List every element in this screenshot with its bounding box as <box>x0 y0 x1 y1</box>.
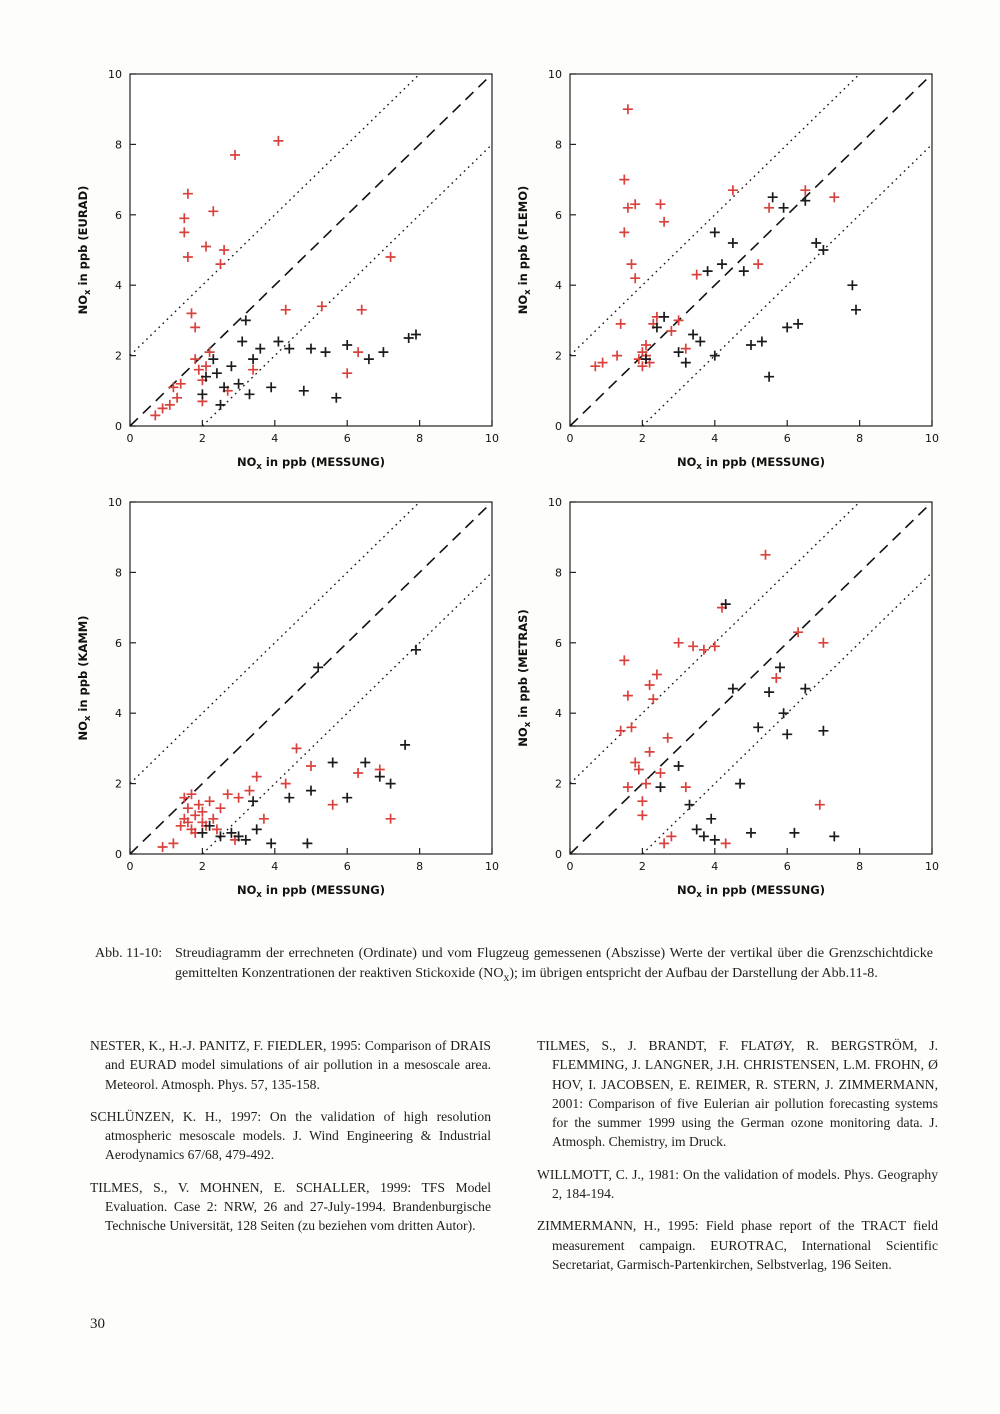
reference-entry: WILLMOTT, C. J., 1981: On the validation… <box>537 1166 938 1202</box>
svg-text:10: 10 <box>485 432 499 445</box>
svg-text:NOx in ppb (EURAD): NOx in ppb (EURAD) <box>76 186 93 315</box>
svg-text:6: 6 <box>555 637 562 650</box>
svg-text:8: 8 <box>416 432 423 445</box>
reference-list: NESTER, K., H.-J. PANITZ, F. FIEDLER, 19… <box>90 1036 938 1287</box>
reference-column-right: TILMES, S., J. BRANDT, F. FLATØY, R. BER… <box>537 1036 938 1287</box>
svg-text:4: 4 <box>115 707 122 720</box>
figure-abb-11-10: 0 2 4 6 8 10 0 2 4 6 8 10 NOx in ppb (MESSUNG) NOx in… <box>72 58 952 908</box>
svg-text:0: 0 <box>127 860 134 873</box>
caption-text-post: ); im übrigen entspricht der Aufbau der … <box>509 966 878 982</box>
svg-text:8: 8 <box>856 860 863 873</box>
svg-text:4: 4 <box>271 860 278 873</box>
svg-text:10: 10 <box>108 68 122 81</box>
svg-text:2: 2 <box>115 350 122 363</box>
reference-entry: SCHLÜNZEN, K. H., 1997: On the validatio… <box>90 1108 491 1163</box>
svg-text:10: 10 <box>548 68 562 81</box>
svg-text:2: 2 <box>199 860 206 873</box>
svg-text:6: 6 <box>344 860 351 873</box>
svg-text:NOx in ppb (MESSUNG): NOx in ppb (MESSUNG) <box>237 883 385 900</box>
svg-text:2: 2 <box>555 778 562 791</box>
svg-text:6: 6 <box>784 860 791 873</box>
page-number: 30 <box>90 1316 105 1332</box>
svg-text:4: 4 <box>271 432 278 445</box>
svg-text:0: 0 <box>115 848 122 861</box>
svg-text:4: 4 <box>555 279 562 292</box>
svg-text:NOx in ppb (METRAS): NOx in ppb (METRAS) <box>516 609 533 746</box>
svg-text:10: 10 <box>925 432 939 445</box>
svg-text:NOx in ppb (KAMM): NOx in ppb (KAMM) <box>76 616 93 741</box>
svg-text:0: 0 <box>555 848 562 861</box>
svg-text:0: 0 <box>567 432 574 445</box>
svg-text:0: 0 <box>567 860 574 873</box>
svg-text:10: 10 <box>485 860 499 873</box>
reference-entry: ZIMMERMANN, H., 1995: Field phase report… <box>537 1218 938 1272</box>
scatter-plot-flemo: 0 2 4 6 8 10 0 2 4 6 8 10 NOx in ppb (MESSUNG) NOx in… <box>512 58 952 480</box>
reference-column-left: NESTER, K., H.-J. PANITZ, F. FIEDLER, 19… <box>90 1036 491 1287</box>
svg-text:NOx in ppb (MESSUNG): NOx in ppb (MESSUNG) <box>237 455 385 472</box>
svg-text:0: 0 <box>127 432 134 445</box>
svg-text:6: 6 <box>115 209 122 222</box>
svg-text:2: 2 <box>639 432 646 445</box>
svg-text:6: 6 <box>344 432 351 445</box>
svg-text:2: 2 <box>555 350 562 363</box>
scatter-plot-kamm: 0 2 4 6 8 10 0 2 4 6 8 10 NOx in ppb (MESSUNG) NOx in… <box>72 486 512 908</box>
svg-text:8: 8 <box>416 860 423 873</box>
svg-text:NOx in ppb (MESSUNG): NOx in ppb (MESSUNG) <box>677 883 825 900</box>
svg-text:2: 2 <box>639 860 646 873</box>
figure-caption-text: Streudiagramm der errechneten (Ordinate)… <box>175 944 933 987</box>
svg-text:4: 4 <box>711 860 718 873</box>
svg-text:6: 6 <box>555 209 562 222</box>
svg-text:6: 6 <box>784 432 791 445</box>
figure-caption-label: Abb. 11-10: <box>95 946 163 961</box>
svg-text:8: 8 <box>555 138 562 151</box>
svg-text:8: 8 <box>856 432 863 445</box>
svg-text:10: 10 <box>925 860 939 873</box>
svg-text:4: 4 <box>711 432 718 445</box>
svg-text:0: 0 <box>115 420 122 433</box>
svg-text:2: 2 <box>115 778 122 791</box>
reference-entry: TILMES, S., J. BRANDT, F. FLATØY, R. BER… <box>537 1038 938 1150</box>
svg-text:8: 8 <box>115 566 122 579</box>
figure-caption: Abb. 11-10: Streudiagramm der errechnete… <box>95 944 933 987</box>
svg-text:6: 6 <box>115 637 122 650</box>
scatter-plot-eurad: 0 2 4 6 8 10 0 2 4 6 8 10 NOx in ppb (MESSUNG) NOx in… <box>72 58 512 480</box>
caption-text-pre: Streudiagramm der errechneten (Ordinate)… <box>175 946 933 982</box>
svg-text:10: 10 <box>108 496 122 509</box>
reference-entry: TILMES, S., V. MOHNEN, E. SCHALLER, 1999… <box>90 1179 491 1234</box>
svg-text:0: 0 <box>555 420 562 433</box>
svg-text:10: 10 <box>548 496 562 509</box>
svg-text:8: 8 <box>555 566 562 579</box>
svg-text:NOx in ppb (MESSUNG): NOx in ppb (MESSUNG) <box>677 455 825 472</box>
svg-text:4: 4 <box>115 279 122 292</box>
caption-subscript: x <box>503 971 510 985</box>
svg-text:2: 2 <box>199 432 206 445</box>
svg-text:8: 8 <box>115 138 122 151</box>
svg-text:NOx in ppb (FLEMO): NOx in ppb (FLEMO) <box>516 186 533 315</box>
scatter-plot-metras: 0 2 4 6 8 10 0 2 4 6 8 10 NOx in ppb (MESSUNG) NOx in… <box>512 486 952 908</box>
reference-entry: NESTER, K., H.-J. PANITZ, F. FIEDLER, 19… <box>90 1038 491 1092</box>
svg-text:4: 4 <box>555 707 562 720</box>
